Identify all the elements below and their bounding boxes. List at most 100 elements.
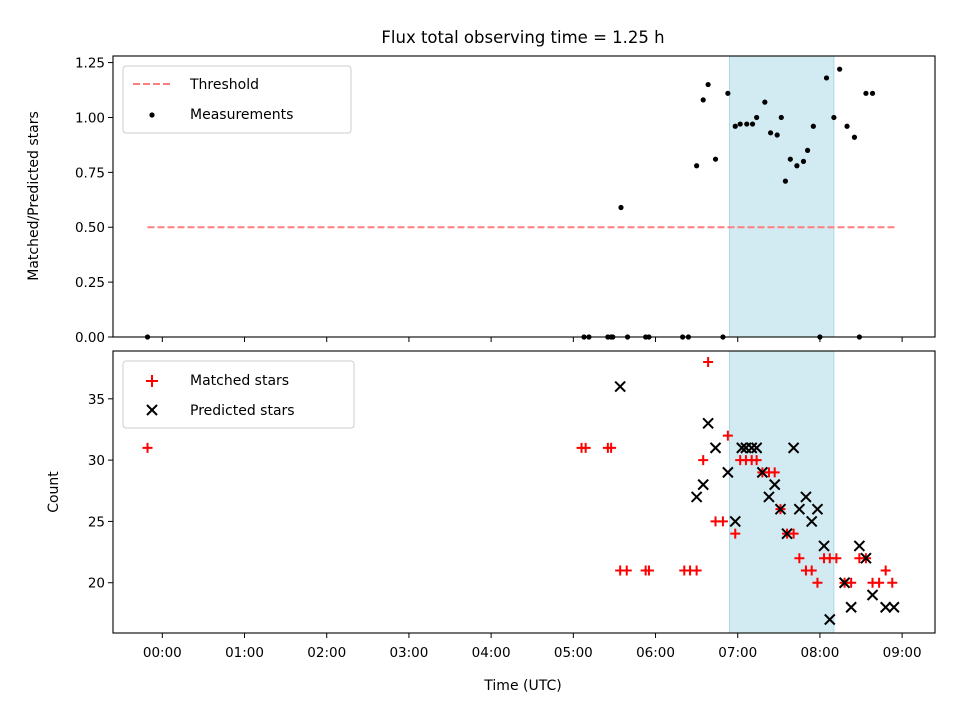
- predicted-star-point: [702, 417, 714, 430]
- matched-star-point: [769, 467, 780, 478]
- measurement-point: [863, 90, 869, 96]
- matched-star-point: [880, 565, 891, 576]
- predicted-star-point: [722, 466, 734, 479]
- predicted-star-point: [888, 601, 900, 613]
- top-plot: 0.00 0.25 0.50 0.75 1.00 1.25 Matched/Predict…: [26, 55, 936, 346]
- chart-title: Flux total observing time = 1.25 h: [381, 28, 664, 47]
- legend-measurements-label: Measurements: [190, 107, 293, 123]
- matched-star-point: [751, 455, 762, 466]
- measurement-point: [725, 90, 731, 96]
- measurement-point: [837, 66, 843, 72]
- top-ytick-label: 0.50: [75, 220, 105, 236]
- measurement-point: [800, 158, 807, 164]
- xtick-label: 07:00: [718, 645, 757, 661]
- measurement-point: [782, 178, 788, 184]
- measurement-point: [869, 90, 876, 96]
- measurement-point: [831, 114, 837, 121]
- top-ytick-label: 1.25: [75, 56, 105, 72]
- xtick-label: 06:00: [636, 645, 675, 661]
- predicted-star-point: [745, 442, 758, 454]
- xtick-label: 03:00: [389, 645, 428, 661]
- predicted-star-point: [818, 540, 830, 552]
- matched-star-point: [794, 553, 805, 564]
- matched-star-point: [580, 442, 591, 453]
- bottom-y-axis-label: Count: [46, 471, 62, 513]
- top-ytick-label: 0.00: [75, 330, 105, 346]
- matched-star-point: [730, 528, 741, 539]
- measurement-point: [844, 123, 850, 129]
- matched-star-point: [606, 442, 617, 453]
- bottom-ytick-label: 35: [88, 392, 105, 408]
- matched-star-point: [722, 430, 733, 441]
- predicted-star-point: [800, 491, 812, 503]
- predicted-star-point: [614, 380, 626, 393]
- measurement-point: [810, 123, 816, 129]
- measurement-point: [732, 123, 738, 129]
- measurement-point: [737, 121, 743, 127]
- legend-predicted-swatch: [146, 404, 158, 416]
- measurement-point: [762, 99, 768, 105]
- predicted-star-point: [879, 601, 892, 613]
- xtick-label: 09:00: [883, 645, 922, 661]
- predicted-star-point: [769, 478, 781, 491]
- measurement-point: [774, 132, 780, 138]
- top-ytick-label: 0.25: [75, 275, 105, 291]
- measurement-point: [712, 156, 719, 162]
- matched-star-point: [643, 565, 654, 576]
- matched-star-point: [717, 516, 728, 527]
- x-axis-label: Time (UTC): [483, 678, 561, 694]
- bottom-ytick-label: 20: [88, 576, 105, 592]
- predicted-star-point: [729, 515, 741, 528]
- legend-predicted-label: Predicted stars: [190, 403, 295, 419]
- matched-star-point: [874, 577, 885, 588]
- matched-star-point: [812, 577, 823, 588]
- xtick-label: 01:00: [225, 645, 264, 661]
- measurement-point: [754, 114, 760, 121]
- matched-star-point: [698, 455, 709, 466]
- predicted-star-point: [697, 478, 709, 491]
- matched-star-point: [806, 565, 817, 576]
- matched-star-point: [142, 442, 153, 453]
- bottom-plot-frame: [112, 350, 936, 634]
- top-ytick-label: 0.75: [75, 165, 105, 181]
- measurement-point: [694, 163, 700, 169]
- predicted-star-point: [860, 552, 872, 564]
- top-legend-box: [122, 65, 352, 134]
- top-legend: Threshold Measurements: [122, 65, 352, 134]
- bottom-plot: 20 25 30 35 00:00 01:00 02:00 03:00 04:00 05:00 0…: [46, 350, 936, 694]
- legend-matched-label: Matched stars: [190, 373, 289, 389]
- xtick-label: 00:00: [143, 645, 182, 661]
- legend-matched-swatch: [146, 375, 158, 387]
- predicted-star-point: [853, 540, 866, 552]
- matched-star-point: [691, 565, 702, 576]
- measurement-point: [778, 114, 784, 121]
- top-y-axis-label: Matched/Predicted stars: [26, 111, 42, 281]
- matched-star-point: [788, 528, 799, 539]
- measurement-point: [851, 134, 858, 140]
- xtick-label: 05:00: [554, 645, 593, 661]
- measurement-point: [794, 163, 800, 169]
- measurement-point: [700, 97, 706, 103]
- predicted-star-point: [690, 491, 703, 503]
- predicted-star-point: [750, 442, 763, 454]
- predicted-star-point: [824, 613, 836, 626]
- xtick-label: 02:00: [307, 645, 346, 661]
- predicted-star-point: [793, 503, 806, 515]
- measurement-point: [705, 81, 711, 88]
- top-observing-window-span: [729, 55, 835, 338]
- measurement-point: [768, 130, 774, 136]
- measurement-point: [749, 121, 756, 127]
- matched-star-point: [846, 577, 857, 588]
- predicted-star-point: [781, 527, 793, 540]
- predicted-star-point: [787, 442, 800, 454]
- bottom-ytick-label: 25: [88, 514, 105, 530]
- measurement-point: [618, 204, 624, 211]
- top-plot-frame: [112, 55, 936, 338]
- legend-measurements-swatch: [149, 112, 155, 118]
- predicted-star-point: [709, 442, 722, 454]
- bottom-legend-box: [122, 360, 355, 429]
- measurement-point: [744, 121, 750, 127]
- top-ytick-label: 1.00: [75, 110, 105, 126]
- xtick-label: 04:00: [472, 645, 511, 661]
